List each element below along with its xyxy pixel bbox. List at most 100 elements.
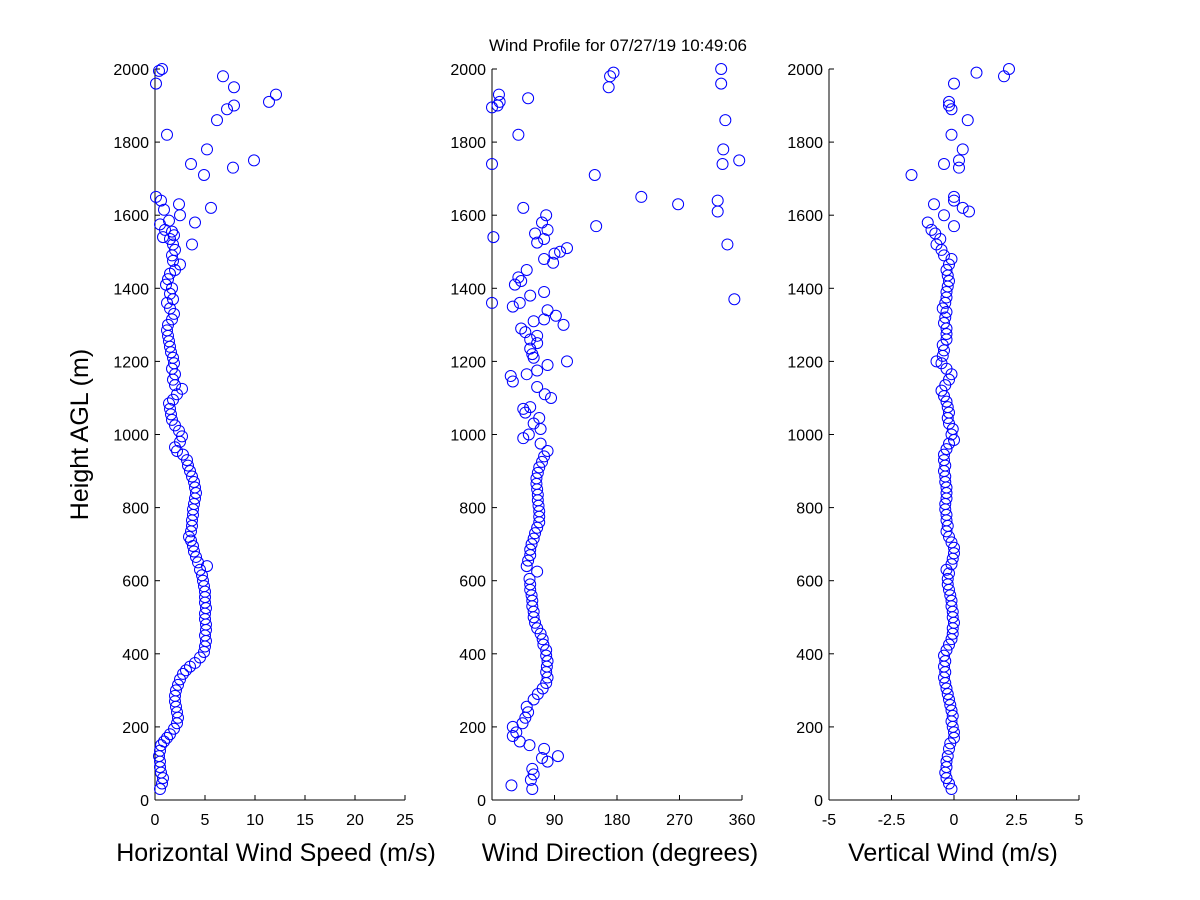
- horizontal-speed-data-point: [172, 678, 184, 691]
- horizontal-speed-data-point: [186, 470, 198, 483]
- vertical-wind-y-tick-label: 400: [796, 647, 823, 664]
- wind-direction-data-point: [538, 742, 551, 755]
- wind-direction-x-tick-label: 180: [604, 812, 631, 829]
- horizontal-speed-data-point: [227, 161, 239, 174]
- wind-direction-data-point: [590, 220, 603, 233]
- wind-direction-data-point: [522, 428, 535, 441]
- vertical-wind-data-point: [929, 227, 942, 240]
- horizontal-speed-y-tick-label: 1000: [113, 428, 149, 445]
- wind-direction-data-point: [526, 783, 539, 796]
- horizontal-speed-x-tick-label: 25: [396, 812, 414, 829]
- horizontal-speed-y-tick-label: 2000: [113, 62, 149, 79]
- horizontal-speed-data-point: [197, 574, 209, 587]
- wind-direction-data-point: [506, 300, 519, 313]
- wind-direction-data-point: [523, 572, 536, 585]
- vertical-wind-y-tick-label: 2000: [787, 62, 823, 79]
- vertical-wind-data-point: [940, 644, 953, 657]
- horizontal-speed-data-point: [158, 203, 170, 216]
- wind-direction-data-point: [728, 293, 741, 306]
- horizontal-speed-x-tick-label: 20: [346, 812, 364, 829]
- wind-direction-y-tick-label: 400: [459, 647, 486, 664]
- horizontal-speed-data-point: [173, 198, 185, 211]
- wind-direction-data-point: [536, 455, 548, 468]
- horizontal-speed-x-tick-label: 10: [246, 812, 264, 829]
- vertical-wind-panel: 0 200 400 600 800 1000 1200 1400 1600 1800 2000 -5 -…: [787, 62, 1083, 867]
- vertical-wind-data-point: [940, 285, 953, 298]
- horizontal-speed-y-tick-label: 1400: [113, 281, 149, 298]
- wind-direction-y-tick-label: 1200: [450, 354, 486, 371]
- wind-direction-data-point: [524, 401, 537, 414]
- vertical-wind-data-point: [940, 682, 953, 695]
- vertical-wind-data-point: [946, 709, 959, 722]
- horizontal-speed-data-point: [167, 351, 179, 364]
- horizontal-speed-data-point: [176, 382, 188, 395]
- horizontal-speed-x-tick-label: 15: [296, 812, 314, 829]
- vertical-wind-data-point: [998, 70, 1010, 83]
- wind-direction-data-point: [531, 565, 544, 578]
- horizontal-speed-y-tick-label: 1200: [113, 354, 149, 371]
- vertical-wind-data-point: [948, 220, 960, 233]
- vertical-wind-y-tick-label: 1000: [787, 428, 823, 445]
- horizontal-speed-y-axis-label: Height AGL (m): [66, 349, 94, 520]
- vertical-wind-data-point: [945, 428, 958, 441]
- wind-direction-data-point: [561, 355, 573, 368]
- vertical-wind-data-point: [945, 783, 958, 796]
- horizontal-speed-data-point: [228, 81, 240, 94]
- horizontal-speed-data-point: [161, 731, 173, 744]
- vertical-wind-y-tick-label: 1600: [787, 208, 823, 225]
- horizontal-speed-data-point: [182, 459, 194, 472]
- vertical-wind-data-point: [943, 274, 955, 287]
- horizontal-speed-data-point: [188, 476, 200, 489]
- wind-direction-data-point: [517, 201, 530, 214]
- wind-direction-data-point: [719, 114, 732, 127]
- vertical-wind-data-point: [940, 755, 953, 768]
- wind-direction-data-point: [672, 198, 685, 211]
- horizontal-speed-data-point: [211, 114, 223, 127]
- vertical-wind-data-point: [938, 317, 950, 330]
- wind-direction-data-point: [716, 158, 729, 171]
- vertical-wind-data-point: [948, 547, 960, 560]
- wind-direction-data-point: [536, 751, 548, 764]
- wind-direction-data-point: [538, 253, 551, 266]
- horizontal-speed-y-tick-label: 1600: [113, 208, 149, 225]
- vertical-wind-data-point: [938, 448, 950, 461]
- vertical-wind-data-point: [928, 198, 940, 211]
- wind-direction-x-axis-label: Wind Direction (degrees): [482, 839, 759, 867]
- wind-direction-data-point: [524, 543, 537, 556]
- wind-direction-data-point: [534, 437, 547, 450]
- wind-direction-data-point: [522, 706, 535, 719]
- wind-direction-data-point: [541, 223, 554, 236]
- vertical-wind-points: [905, 63, 1015, 796]
- wind-direction-data-point: [492, 88, 505, 101]
- horizontal-speed-data-point: [170, 684, 182, 697]
- wind-direction-data-point: [715, 63, 728, 75]
- horizontal-speed-y-tick-label: 200: [122, 720, 149, 737]
- figure-title: Wind Profile for 07/27/19 10:49:06: [489, 36, 747, 55]
- wind-direction-data-point: [540, 209, 553, 222]
- wind-direction-data-point: [533, 461, 546, 474]
- vertical-wind-data-point: [970, 66, 983, 79]
- wind-direction-data-point: [517, 402, 530, 415]
- wind-direction-data-point: [540, 649, 553, 662]
- wind-direction-data-point: [529, 527, 542, 540]
- wind-direction-data-point: [506, 730, 519, 743]
- vertical-wind-x-tick-label: 2.5: [1005, 812, 1027, 829]
- wind-direction-data-point: [504, 370, 517, 383]
- horizontal-speed-data-point: [167, 238, 179, 251]
- horizontal-speed-x-axis-label: Horizontal Wind Speed (m/s): [116, 839, 436, 867]
- wind-direction-data-point: [519, 326, 532, 339]
- wind-direction-data-point: [540, 644, 553, 657]
- vertical-wind-data-point: [945, 128, 958, 141]
- horizontal-speed-data-point: [194, 563, 206, 576]
- vertical-wind-data-point: [938, 209, 950, 222]
- wind-direction-data-point: [717, 143, 730, 156]
- wind-direction-data-point: [531, 622, 544, 635]
- vertical-wind-data-point: [939, 311, 952, 324]
- horizontal-speed-data-point: [169, 689, 181, 702]
- wind-direction-y-tick-label: 1000: [450, 428, 486, 445]
- vertical-wind-data-point: [938, 249, 950, 262]
- vertical-wind-data-point: [940, 327, 953, 340]
- horizontal-speed-data-point: [157, 772, 169, 785]
- vertical-wind-data-point: [941, 572, 954, 585]
- horizontal-speed-data-point: [157, 231, 169, 244]
